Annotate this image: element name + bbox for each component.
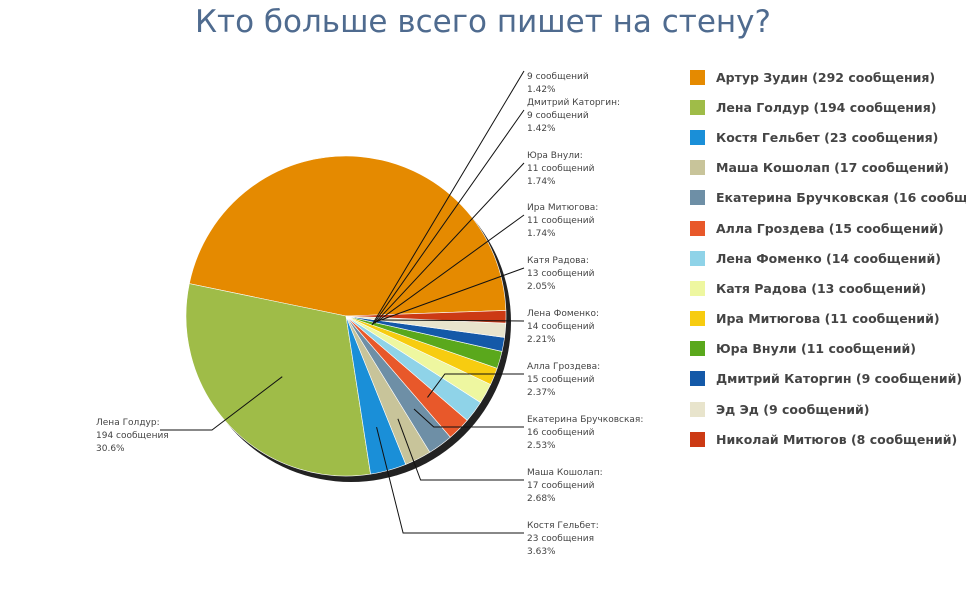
chart-legend: Артур Зудин (292 сообщения) Лена Голдур (… bbox=[690, 62, 966, 454]
legend-item[interactable]: Лена Голдур (194 сообщения) bbox=[690, 92, 966, 122]
callout-line-7 bbox=[377, 267, 525, 322]
callout-line-2 bbox=[376, 426, 524, 534]
legend-swatch bbox=[690, 250, 705, 266]
legend-swatch bbox=[690, 160, 705, 176]
callout-line-1 bbox=[160, 376, 283, 431]
callout-label-10-name: Дмитрий Каторгин: bbox=[527, 98, 620, 108]
callout-label-2-count: 23 сообщения bbox=[527, 534, 594, 544]
pie-callouts: Лена Голдур: 194 сообщения 30.6% Костя Гель… bbox=[96, 70, 643, 557]
legend-label: Лена Голдур (194 сообщения) bbox=[716, 99, 937, 115]
callout-label-6-pct: 2.21% bbox=[527, 335, 556, 345]
callout-label-6-count: 14 сообщений bbox=[527, 322, 595, 332]
pie-slice-12[interactable] bbox=[345, 310, 507, 324]
legend-label: Екатерина Бручковская (16 сообщений) bbox=[716, 190, 966, 206]
callout-label-10-count: 9 сообщений bbox=[527, 111, 589, 121]
legend-item[interactable]: Лена Фоменко (14 сообщений) bbox=[690, 243, 966, 273]
callout-line-3 bbox=[397, 418, 524, 481]
legend-swatch bbox=[690, 311, 705, 327]
legend-swatch bbox=[690, 341, 705, 357]
legend-item[interactable]: Ира Митюгова (11 сообщений) bbox=[690, 304, 966, 334]
chart-title: Кто больше всего пишет на стену? bbox=[195, 4, 771, 40]
legend-label: Эд Эд (9 сообщений) bbox=[716, 401, 870, 417]
legend-swatch bbox=[690, 129, 705, 145]
callout-label-1-pct: 30.6% bbox=[96, 444, 125, 454]
callout-label-9-count: 11 сообщений bbox=[527, 164, 595, 174]
legend-item[interactable]: Катя Радова (13 сообщений) bbox=[690, 273, 966, 303]
callout-label-5-pct: 2.37% bbox=[527, 388, 556, 398]
legend-label: Катя Радова (13 сообщений) bbox=[716, 280, 927, 296]
callout-line-4 bbox=[413, 408, 524, 428]
callout-label-5-count: 15 сообщений bbox=[527, 375, 595, 385]
callout-label-11-pct: 1.42% bbox=[527, 85, 556, 95]
legend-label: Алла Гроздева (15 сообщений) bbox=[716, 220, 944, 236]
callout-line-6 bbox=[379, 319, 525, 322]
callout-label-4-count: 16 сообщений bbox=[527, 428, 595, 438]
callout-label-8-pct: 1.74% bbox=[527, 229, 556, 239]
callout-label-8-count: 11 сообщений bbox=[527, 216, 595, 226]
callout-label-1-count: 194 сообщения bbox=[96, 431, 169, 441]
legend-label: Артур Зудин (292 сообщения) bbox=[716, 69, 936, 85]
legend-swatch bbox=[690, 69, 705, 85]
legend-label: Юра Внули (11 сообщений) bbox=[716, 341, 916, 357]
callout-label-4-pct: 2.53% bbox=[527, 441, 556, 451]
callout-line-5 bbox=[427, 373, 524, 398]
pie-slice-0[interactable] bbox=[188, 155, 507, 317]
legend-item[interactable]: Дмитрий Каторгин (9 сообщений) bbox=[690, 364, 966, 394]
legend-swatch bbox=[690, 371, 705, 387]
legend-label: Маша Кошолап (17 сообщений) bbox=[716, 160, 950, 176]
callout-label-2-name: Костя Гельбет: bbox=[527, 521, 599, 531]
legend-label: Лена Фоменко (14 сообщений) bbox=[716, 250, 941, 266]
callout-label-3-count: 17 сообщений bbox=[527, 481, 595, 491]
legend-swatch bbox=[690, 99, 705, 115]
legend-item[interactable]: Екатерина Бручковская (16 сообщений) bbox=[690, 183, 966, 213]
callout-label-4-name: Екатерина Бручковская: bbox=[527, 415, 643, 425]
legend-swatch bbox=[690, 190, 705, 206]
callout-label-9-name: Юра Внули: bbox=[527, 151, 583, 161]
callout-label-7-count: 13 сообщений bbox=[527, 269, 595, 279]
legend-item[interactable]: Алла Гроздева (15 сообщений) bbox=[690, 213, 966, 243]
legend-item[interactable]: Артур Зудин (292 сообщения) bbox=[690, 62, 966, 92]
callout-line-10 bbox=[373, 109, 525, 325]
legend-item[interactable]: Костя Гельбет (23 сообщения) bbox=[690, 122, 966, 152]
callout-line-9 bbox=[374, 162, 525, 324]
callout-label-3-pct: 2.68% bbox=[527, 494, 556, 504]
callout-line-8 bbox=[376, 214, 525, 323]
callout-label-3-name: Маша Кошолап: bbox=[527, 468, 603, 478]
legend-item[interactable]: Эд Эд (9 сообщений) bbox=[690, 394, 966, 424]
callout-label-11-count: 9 сообщений bbox=[527, 72, 589, 82]
legend-swatch bbox=[690, 431, 705, 447]
callout-label-9-pct: 1.74% bbox=[527, 177, 556, 187]
callout-line-11 bbox=[371, 70, 525, 326]
legend-label: Костя Гельбет (23 сообщения) bbox=[716, 129, 939, 145]
callout-label-7-pct: 2.05% bbox=[527, 282, 556, 292]
legend-label: Ира Митюгова (11 сообщений) bbox=[716, 311, 940, 327]
legend-item[interactable]: Юра Внули (11 сообщений) bbox=[690, 334, 966, 364]
callout-label-6-name: Лена Фоменко: bbox=[527, 309, 599, 319]
pie-slices bbox=[185, 155, 507, 477]
legend-label: Дмитрий Каторгин (9 сообщений) bbox=[716, 371, 963, 387]
legend-item[interactable]: Маша Кошолап (17 сообщений) bbox=[690, 153, 966, 183]
legend-item[interactable]: Николай Митюгов (8 сообщений) bbox=[690, 424, 966, 454]
callout-label-8-name: Ира Митюгова: bbox=[527, 203, 598, 213]
legend-label: Николай Митюгов (8 сообщений) bbox=[716, 431, 958, 447]
callout-label-5-name: Алла Гроздева: bbox=[527, 362, 600, 372]
legend-swatch bbox=[690, 220, 705, 236]
callout-label-7-name: Катя Радова: bbox=[527, 256, 589, 266]
legend-swatch bbox=[690, 280, 705, 296]
callout-label-10-pct: 1.42% bbox=[527, 124, 556, 134]
callout-label-1-name: Лена Голдур: bbox=[96, 418, 160, 428]
legend-swatch bbox=[690, 401, 705, 417]
callout-label-2-pct: 3.63% bbox=[527, 547, 556, 557]
